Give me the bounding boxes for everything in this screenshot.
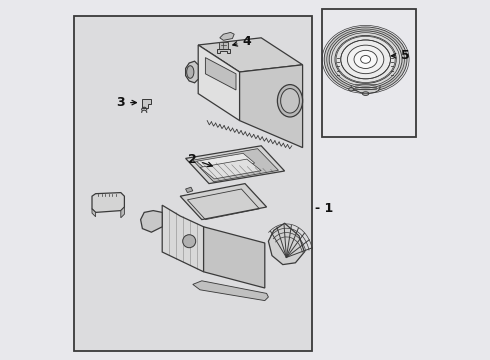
Bar [219,42,228,49]
Text: - 1: - 1 [315,202,334,215]
Polygon shape [351,81,380,94]
Ellipse shape [347,45,384,74]
Polygon shape [193,281,269,301]
Polygon shape [92,193,124,212]
Polygon shape [240,65,303,148]
Polygon shape [205,58,236,90]
Circle shape [183,235,196,248]
Bar [74,16,312,351]
Polygon shape [186,146,285,184]
Ellipse shape [335,35,396,84]
Polygon shape [121,207,124,218]
Polygon shape [198,38,303,72]
Polygon shape [143,99,151,108]
Bar [322,9,416,137]
Polygon shape [180,184,267,220]
Polygon shape [196,153,255,171]
Polygon shape [269,223,304,265]
Ellipse shape [363,92,369,95]
Polygon shape [337,43,392,86]
Polygon shape [141,211,162,232]
Ellipse shape [354,50,377,68]
Text: 3: 3 [117,96,136,109]
Text: 5: 5 [392,49,410,62]
Polygon shape [217,49,230,53]
Text: 2: 2 [189,153,212,167]
Ellipse shape [341,40,391,79]
Ellipse shape [281,89,299,113]
Text: 4: 4 [233,35,251,48]
Polygon shape [92,209,96,217]
Ellipse shape [329,31,402,88]
Polygon shape [198,45,240,121]
Ellipse shape [324,27,407,92]
Polygon shape [204,227,265,288]
Ellipse shape [349,87,354,91]
Ellipse shape [361,55,370,63]
Polygon shape [193,149,278,182]
Polygon shape [162,205,204,272]
Polygon shape [200,159,261,179]
Ellipse shape [187,66,194,78]
Ellipse shape [277,85,303,117]
Polygon shape [186,187,193,193]
Polygon shape [186,61,198,83]
Polygon shape [220,32,234,40]
